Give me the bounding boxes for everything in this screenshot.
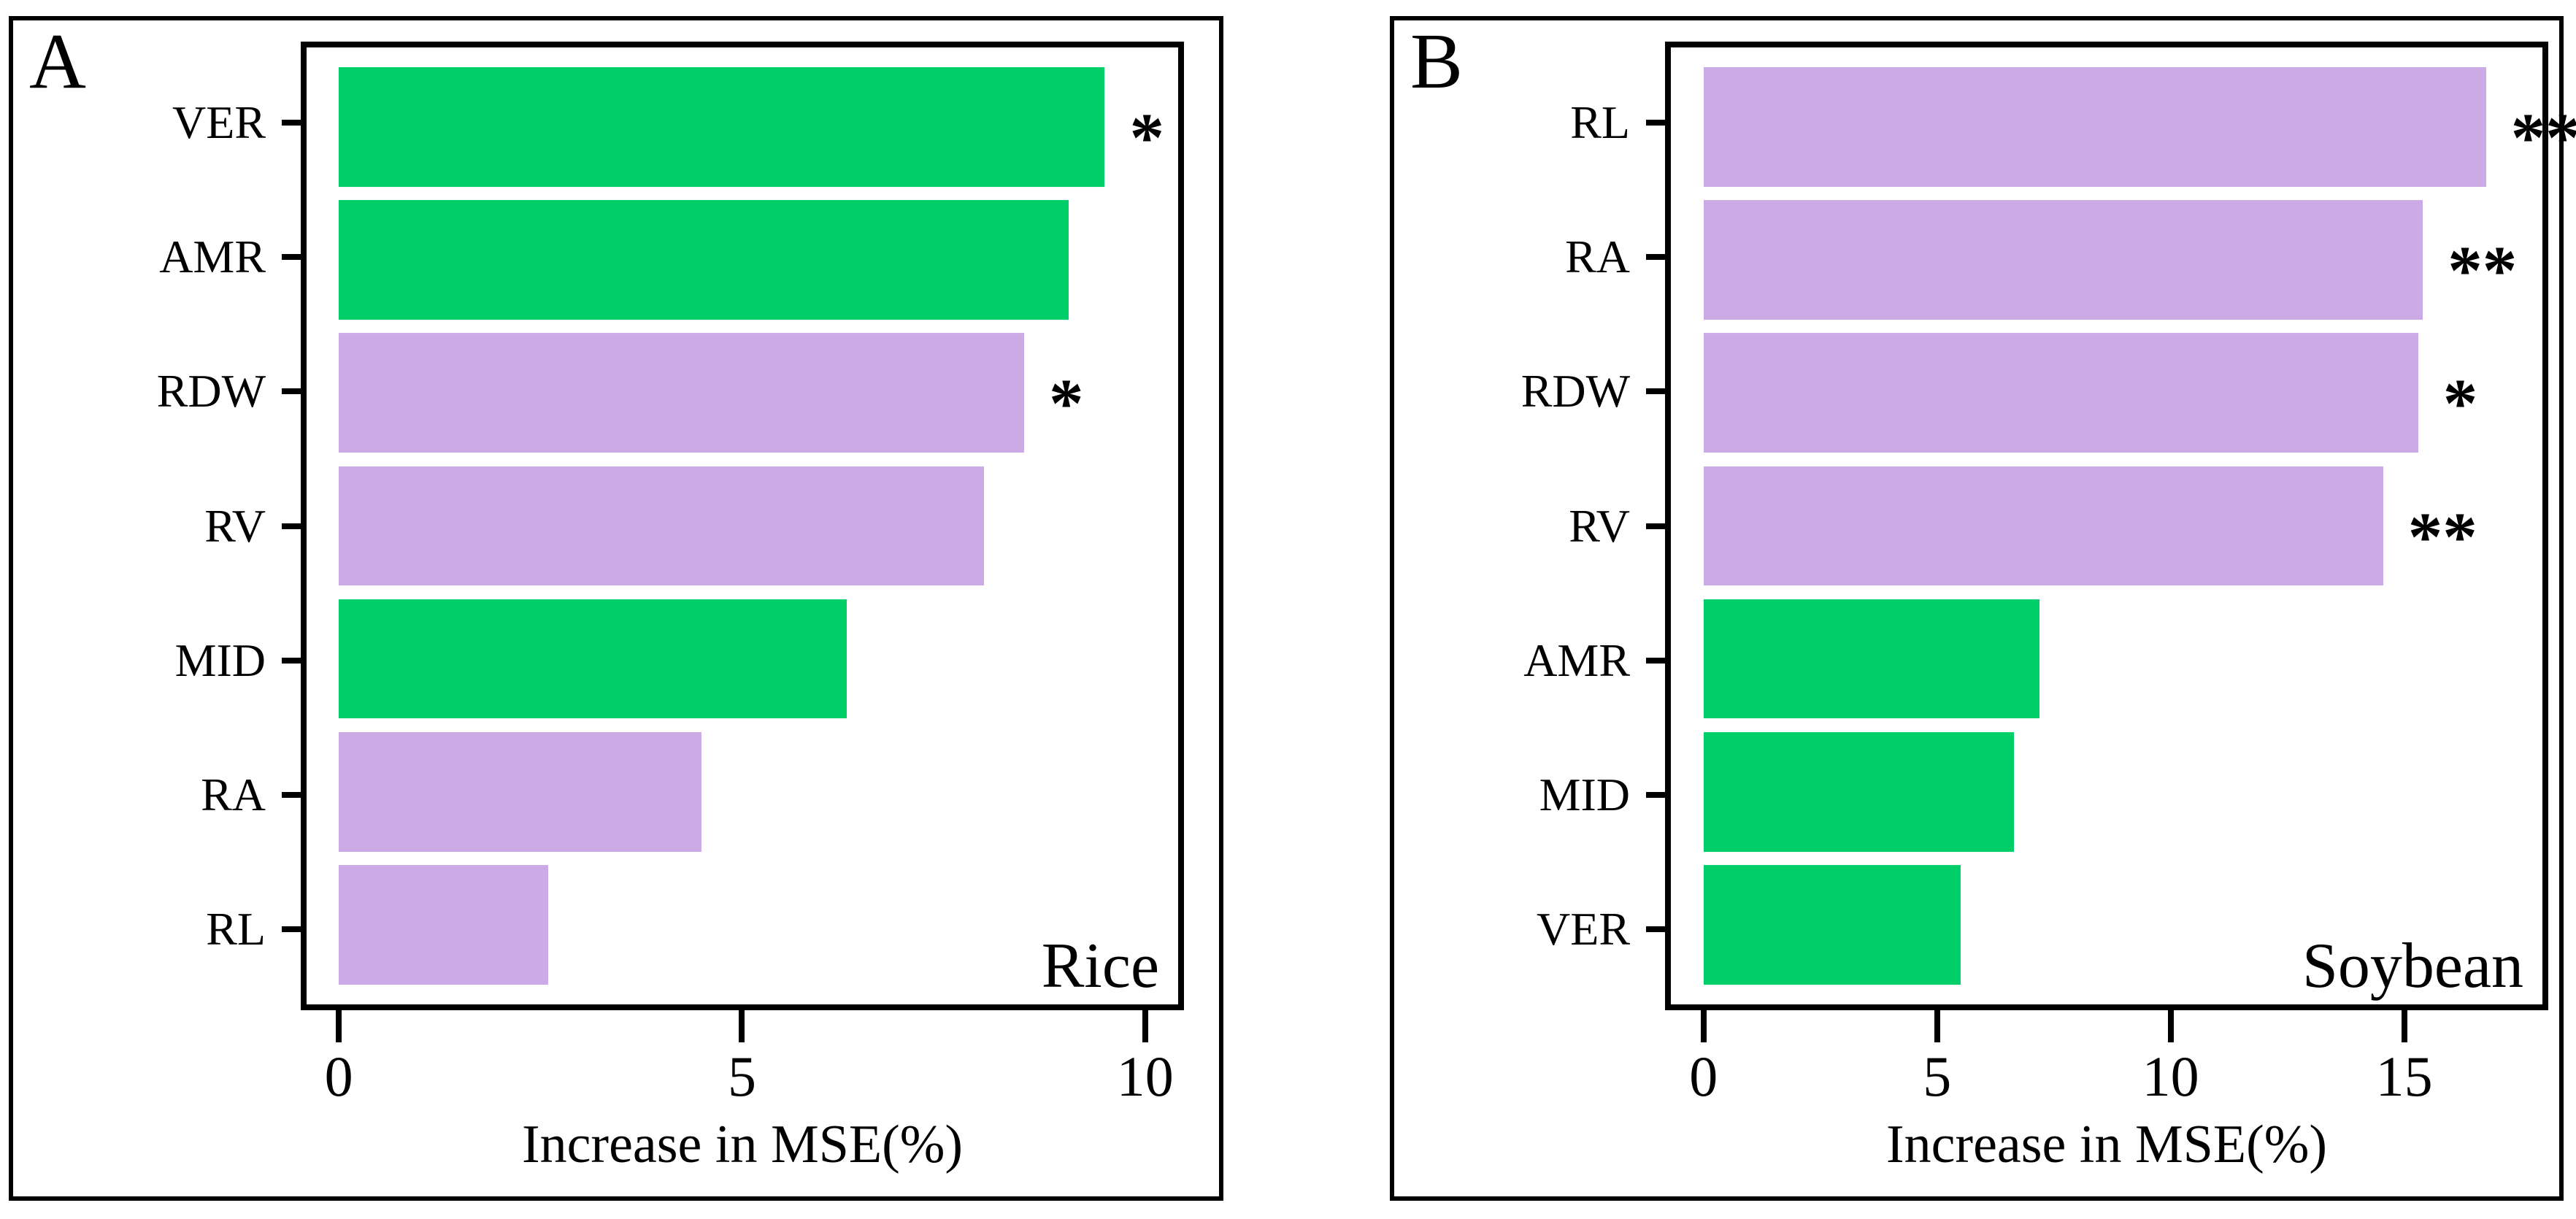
bar-amr: [339, 200, 1069, 320]
x-axis-title-rice: Increase in MSE(%): [521, 1115, 964, 1174]
y-tick-mark: [282, 388, 301, 395]
x-tick-label: 5: [1923, 1045, 1952, 1108]
x-tick-mark: [1934, 1010, 1940, 1042]
y-category-label-rv: RV: [1569, 499, 1630, 552]
y-category-label-ra: RA: [201, 769, 266, 821]
bar-rv: [1703, 466, 2383, 586]
bars-rice: * *: [307, 47, 1178, 1004]
bar-ver: [339, 67, 1105, 188]
plot-area-rice: * * Rice: [301, 42, 1184, 1010]
y-category-label-ver: VER: [172, 96, 266, 148]
bar-rl: [339, 864, 549, 985]
panel-letter-b: B: [1410, 18, 1464, 105]
y-tick-mark: [1646, 119, 1665, 126]
y-tick-mark: [1646, 657, 1665, 664]
bar-mid: [1703, 731, 2015, 852]
y-category-label-rl: RL: [206, 903, 266, 955]
bar-mid: [339, 599, 847, 719]
significance-marker-rv: **: [2407, 498, 2477, 576]
y-category-label-rdw: RDW: [1520, 365, 1630, 418]
crop-label-soybean: Soybean: [2302, 931, 2523, 1001]
bar-ra: [1703, 200, 2423, 320]
significance-marker-ver: *: [1129, 99, 1164, 177]
y-category-label-amr: AMR: [159, 230, 266, 282]
x-axis-ticks: 0 5 10: [307, 1010, 1178, 1171]
x-tick-mark: [336, 1010, 342, 1042]
x-tick-mark: [1700, 1010, 1707, 1042]
y-tick-mark: [1646, 523, 1665, 529]
y-category-label-amr: AMR: [1523, 634, 1630, 686]
y-category-label-ver: VER: [1537, 903, 1630, 955]
y-category-label-rdw: RDW: [156, 365, 266, 418]
x-tick-mark: [2401, 1010, 2407, 1042]
plot-area-soybean: ** ** * ** Soybean: [1665, 42, 2576, 1010]
bars-soybean: ** ** * **: [1671, 47, 2576, 1004]
y-tick-mark: [282, 119, 301, 126]
bar-amr: [1703, 599, 2040, 719]
x-tick-mark: [1142, 1010, 1148, 1042]
x-tick-label: 0: [324, 1045, 353, 1108]
x-axis-title-soybean: Increase in MSE(%): [1885, 1115, 2328, 1174]
panel-letter-a: A: [29, 18, 86, 105]
x-axis-ticks: 0 5 10 15: [1671, 1010, 2542, 1171]
y-category-label-rv: RV: [204, 499, 266, 552]
significance-marker-rdw: *: [1049, 365, 1084, 443]
y-category-label-mid: MID: [1539, 769, 1630, 821]
x-tick-label: 15: [2375, 1045, 2433, 1108]
x-tick-label: 5: [727, 1045, 756, 1108]
y-tick-mark: [282, 523, 301, 529]
bar-rl: [1703, 67, 2486, 188]
y-tick-mark: [282, 926, 301, 933]
x-tick-mark: [2167, 1010, 2174, 1042]
y-axis-category-labels: VER AMR RDW RV MID RA RL: [13, 42, 301, 1010]
bar-ra: [339, 731, 702, 852]
significance-marker-rl: **: [2510, 99, 2576, 177]
bar-rv: [339, 466, 984, 586]
bar-rdw: [1703, 333, 2418, 453]
x-tick-label: 0: [1689, 1045, 1718, 1108]
y-tick-mark: [282, 657, 301, 664]
y-category-label-ra: RA: [1565, 230, 1630, 282]
y-category-label-mid: MID: [174, 634, 266, 686]
x-tick-mark: [739, 1010, 745, 1042]
y-tick-mark: [1646, 926, 1665, 933]
y-tick-mark: [1646, 253, 1665, 260]
y-tick-mark: [282, 792, 301, 799]
y-category-label-rl: RL: [1570, 96, 1630, 148]
y-tick-mark: [1646, 388, 1665, 395]
y-axis-category-labels: RL RA RDW RV AMR MID VER: [1394, 42, 1665, 1010]
bar-rdw: [339, 333, 1025, 453]
significance-marker-rdw: *: [2442, 365, 2478, 443]
y-tick-mark: [282, 253, 301, 260]
significance-marker-ra: **: [2448, 232, 2518, 310]
x-tick-label: 10: [1116, 1045, 1174, 1108]
panel-rice: A VER AMR RDW RV MID RA RL * * Rice 0 5 10 Increa…: [9, 16, 1223, 1201]
bar-ver: [1703, 864, 1961, 985]
y-tick-mark: [1646, 792, 1665, 799]
crop-label-rice: Rice: [1041, 931, 1159, 1001]
x-tick-label: 10: [2142, 1045, 2199, 1108]
